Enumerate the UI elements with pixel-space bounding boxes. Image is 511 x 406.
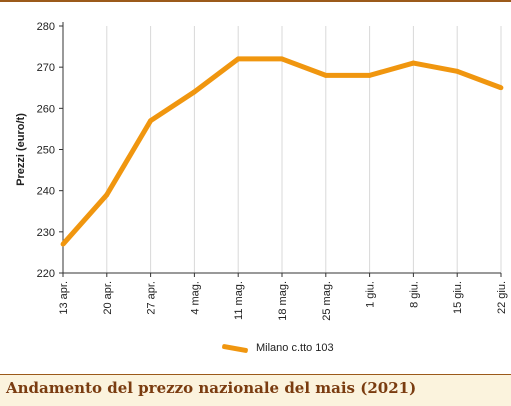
data-point	[323, 73, 329, 78]
legend: Milano c.tto 103	[221, 338, 334, 358]
x-tick-label: 25 mag.	[321, 281, 333, 321]
y-tick-label: 280	[37, 21, 55, 33]
data-point	[454, 68, 460, 74]
y-tick-label: 220	[37, 268, 55, 280]
data-point	[192, 89, 197, 95]
data-point	[148, 118, 154, 124]
legend-swatch	[221, 343, 249, 353]
x-tick-label: 27 apr.	[146, 281, 158, 315]
data-point	[60, 241, 66, 247]
footer-bar: Andamento del prezzo nazionale del mais …	[0, 374, 511, 406]
data-point	[498, 85, 504, 91]
footer-title: Andamento del prezzo nazionale del mais …	[6, 379, 417, 397]
y-tick-label: 270	[37, 62, 55, 74]
x-tick-label: 4 mag.	[189, 281, 201, 315]
x-tick-label: 11 mag.	[233, 281, 245, 320]
data-point	[411, 60, 416, 66]
y-axis-label: Prezzi (euro/t)	[15, 113, 27, 186]
y-tick-label: 250	[37, 145, 55, 157]
y-tick-label: 260	[37, 103, 55, 115]
x-tick-label: 13 apr.	[58, 281, 70, 315]
y-tick-label: 240	[37, 186, 55, 198]
data-point	[235, 56, 241, 62]
data-point	[104, 192, 110, 198]
y-tick-label: 230	[37, 227, 55, 239]
data-point	[367, 73, 372, 78]
x-tick-label: 18 mag.	[277, 281, 289, 321]
x-tick-label: 22 giu.	[496, 281, 508, 314]
x-tick-label: 8 giu.	[408, 281, 420, 308]
data-point	[279, 56, 285, 62]
price-line-chart: 220 230 240 250 260 270 280 13 apr. 20 apr. 27 ap…	[15, 21, 508, 321]
top-rule	[0, 0, 511, 2]
x-tick-label: 1 giu.	[365, 281, 377, 308]
legend-label: Milano c.tto 103	[256, 342, 334, 354]
x-tick-label: 20 apr.	[102, 281, 114, 315]
x-tick-label: 15 giu.	[452, 281, 464, 314]
